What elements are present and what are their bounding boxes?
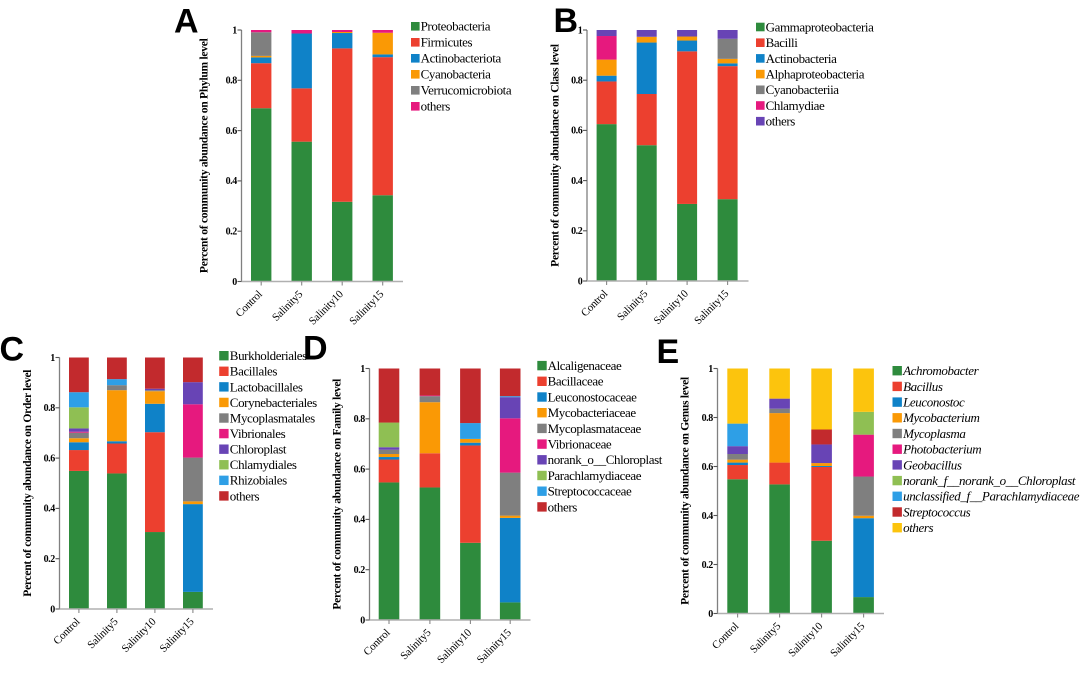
svg-text:Actinobacteriota: Actinobacteriota (421, 51, 502, 66)
svg-text:0.4: 0.4 (44, 504, 56, 515)
svg-text:norank_f__norank_o__Chloroplas: norank_f__norank_o__Chloroplast (903, 473, 1076, 488)
svg-text:others: others (230, 488, 260, 503)
svg-text:unclassified_f__Parachlamydiac: unclassified_f__Parachlamydiaceae (903, 489, 1080, 504)
svg-text:0.6: 0.6 (44, 453, 56, 464)
svg-text:Verrucomicrobiota: Verrucomicrobiota (421, 83, 512, 98)
svg-text:Photobacterium: Photobacterium (902, 442, 981, 457)
svg-text:0: 0 (360, 615, 365, 626)
svg-text:0: 0 (708, 609, 713, 620)
svg-text:1: 1 (232, 25, 237, 36)
svg-text:A: A (174, 3, 199, 41)
svg-text:Leuconostoc: Leuconostoc (902, 395, 965, 410)
svg-text:0.2: 0.2 (226, 227, 238, 238)
svg-text:0.8: 0.8 (571, 76, 583, 87)
svg-text:others: others (766, 114, 796, 129)
svg-text:0.4: 0.4 (226, 176, 238, 187)
svg-text:Geobacillus: Geobacillus (903, 457, 962, 472)
svg-text:Gammaproteobacteria: Gammaproteobacteria (766, 19, 875, 34)
svg-text:Mycoplasma: Mycoplasma (902, 426, 966, 441)
svg-text:Bacillaceae: Bacillaceae (548, 374, 604, 389)
svg-text:E: E (657, 333, 680, 371)
svg-text:others: others (548, 499, 578, 514)
svg-text:1: 1 (578, 25, 583, 36)
svg-text:0.8: 0.8 (354, 414, 366, 425)
svg-text:0.6: 0.6 (571, 126, 583, 137)
svg-text:Percent of community abundance: Percent of community abundance on Class … (549, 43, 562, 267)
svg-text:0.6: 0.6 (354, 464, 366, 475)
svg-text:0.2: 0.2 (44, 554, 56, 565)
svg-text:Streptococcus: Streptococcus (903, 504, 971, 519)
svg-text:Rhizobiales: Rhizobiales (230, 473, 287, 488)
svg-text:0.4: 0.4 (354, 515, 366, 526)
svg-text:Mycoplasmatales: Mycoplasmatales (230, 410, 315, 425)
svg-text:0.2: 0.2 (702, 560, 714, 571)
svg-text:Percent of community abundance: Percent of community abundance on Genus … (679, 376, 692, 605)
svg-text:Leuconostocaceae: Leuconostocaceae (548, 389, 638, 404)
svg-text:Cyanobacteriia: Cyanobacteriia (766, 82, 840, 97)
svg-text:Alcaligenaceae: Alcaligenaceae (548, 358, 622, 373)
svg-text:Proteobacteria: Proteobacteria (421, 19, 491, 34)
svg-text:1: 1 (708, 364, 713, 375)
svg-text:0.4: 0.4 (702, 511, 714, 522)
svg-text:Percent of community abundance: Percent of community abundance on Family… (331, 378, 344, 610)
svg-text:Vibrionales: Vibrionales (230, 426, 286, 441)
svg-text:Percent of community abundance: Percent of community abundance on Phylum… (198, 37, 211, 273)
svg-text:Actinobacteria: Actinobacteria (766, 51, 838, 66)
svg-text:Mycoplasmataceae: Mycoplasmataceae (548, 421, 642, 436)
svg-text:Corynebacteriales: Corynebacteriales (230, 395, 317, 410)
svg-text:Chlamydiae: Chlamydiae (766, 98, 825, 113)
svg-text:C: C (0, 331, 24, 369)
svg-text:Parachlamydiaceae: Parachlamydiaceae (548, 468, 642, 483)
svg-text:0.6: 0.6 (226, 126, 238, 137)
svg-text:0: 0 (232, 277, 237, 288)
svg-text:Bacilli: Bacilli (766, 35, 799, 50)
svg-text:0.8: 0.8 (226, 76, 238, 87)
svg-text:Percent of community abundance: Percent of community abundance on Order … (21, 369, 34, 597)
svg-text:Chloroplast: Chloroplast (230, 442, 287, 457)
svg-text:0.4: 0.4 (571, 176, 583, 187)
svg-text:0.6: 0.6 (702, 462, 714, 473)
svg-text:0.8: 0.8 (702, 413, 714, 424)
svg-text:Mycobacteriaceae: Mycobacteriaceae (548, 405, 637, 420)
svg-text:1: 1 (360, 364, 365, 375)
svg-text:Mycobacterium: Mycobacterium (902, 410, 979, 425)
svg-text:others: others (903, 520, 933, 535)
svg-text:D: D (303, 330, 328, 368)
svg-text:Alphaproteobacteria: Alphaproteobacteria (766, 67, 865, 82)
svg-text:Bacillus: Bacillus (903, 379, 943, 394)
svg-text:0: 0 (50, 604, 55, 615)
svg-text:0.2: 0.2 (354, 565, 366, 576)
svg-text:0: 0 (578, 276, 583, 287)
svg-text:Streptococcaceae: Streptococcaceae (548, 484, 632, 499)
svg-text:1: 1 (50, 353, 55, 364)
svg-text:Achromobacter: Achromobacter (902, 363, 980, 378)
svg-text:Chlamydiales: Chlamydiales (230, 457, 297, 472)
svg-text:0.8: 0.8 (44, 403, 56, 414)
svg-text:Burkholderiales: Burkholderiales (230, 348, 307, 363)
svg-text:norank_o__Chloroplast: norank_o__Chloroplast (548, 452, 663, 467)
svg-text:Firmicutes: Firmicutes (421, 35, 473, 50)
svg-text:Vibrionaceae: Vibrionaceae (548, 437, 612, 452)
svg-text:others: others (421, 99, 451, 114)
svg-text:Bacillales: Bacillales (230, 364, 278, 379)
svg-text:B: B (554, 2, 579, 40)
svg-text:Lactobacillales: Lactobacillales (230, 379, 303, 394)
svg-text:0.2: 0.2 (571, 226, 583, 237)
svg-text:Cyanobacteria: Cyanobacteria (421, 67, 492, 82)
